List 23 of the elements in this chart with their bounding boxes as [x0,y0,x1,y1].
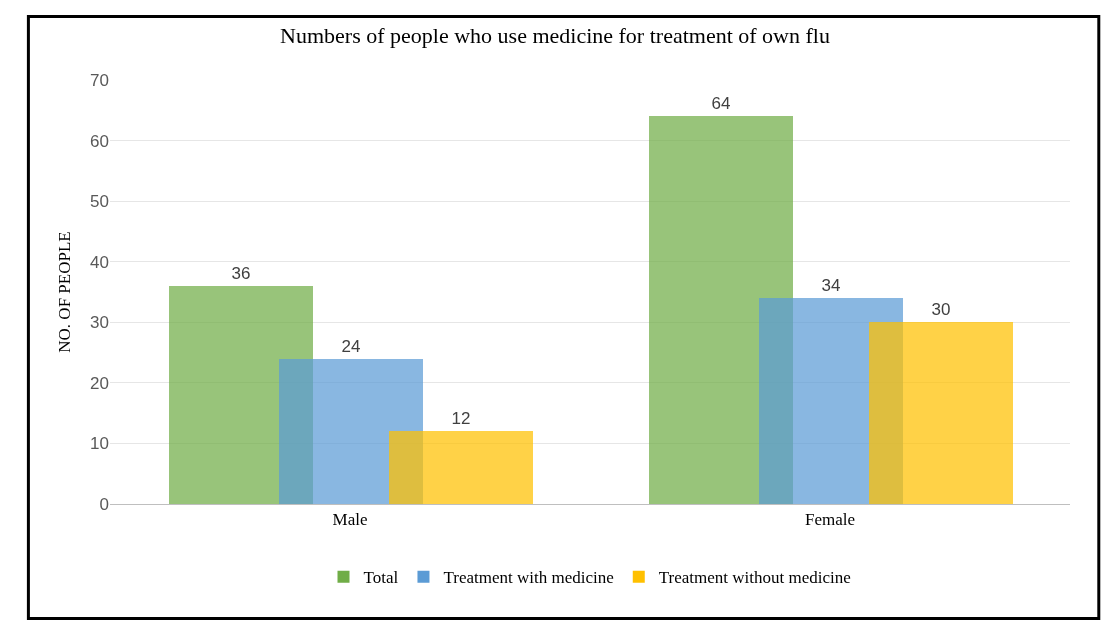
x-tick-label: Male [332,510,368,530]
y-tick-label: 50 [90,192,109,212]
y-tick-label: 0 [99,494,109,514]
y-tick-label: 40 [90,252,109,272]
legend-label: Treatment with medicine [443,568,614,588]
y-tick-label: 60 [90,131,109,151]
data-label: 24 [341,337,361,356]
data-label: 36 [231,264,251,283]
bar [389,431,533,504]
data-label: 64 [711,94,731,113]
y-tick-label: 70 [90,70,109,90]
x-tick-label: Female [804,510,856,530]
y-tick-label: 30 [90,313,109,333]
y-tick-label: 10 [90,434,109,454]
legend-label: Treatment without medicine [658,568,851,588]
legend-label: Total [363,568,399,588]
y-tick-label: 20 [90,373,109,393]
chart-title: Numbers of people who use medicine for treatment of own flu [280,23,830,49]
bar [869,322,1013,504]
data-label: 34 [821,276,841,295]
data-label: 30 [931,300,951,319]
data-label: 12 [451,409,471,428]
y-axis-title: NO. OF PEOPLE [54,231,74,353]
